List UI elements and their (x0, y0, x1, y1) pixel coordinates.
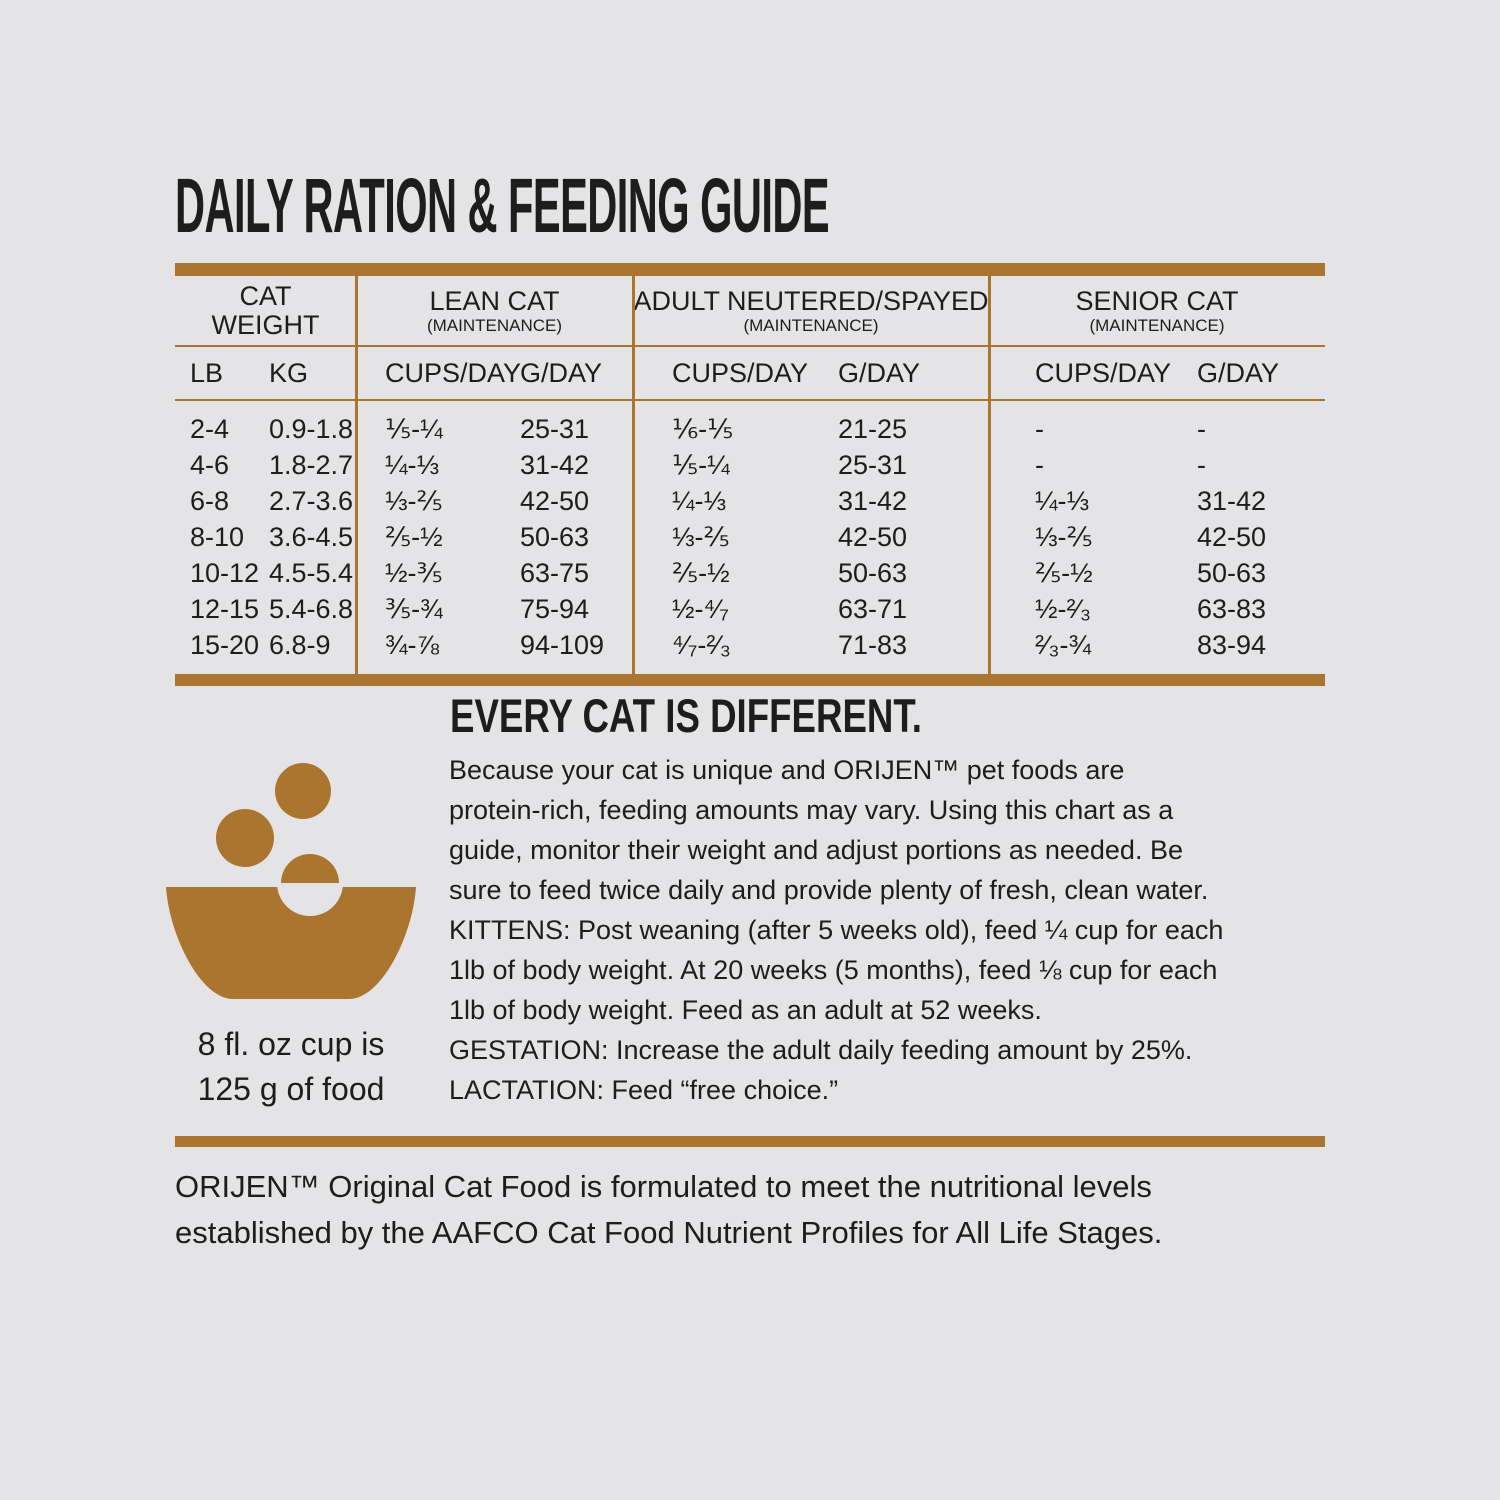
table-cell: ⅗-¾ (385, 593, 443, 624)
table-cell: 21-25 (838, 413, 908, 444)
table-cell: ¾-⅞ (385, 629, 440, 660)
table-cell: ⅕-¼ (385, 413, 443, 444)
feeding-table: CAT WEIGHT LEAN CAT (MAINTENANCE) ADULT … (175, 263, 1325, 686)
table-cell: 31-42 (520, 449, 590, 480)
table-cell: 50-63 (1197, 557, 1267, 588)
table-cell: 83-94 (1197, 629, 1267, 660)
table-cell: ½-⁴⁄₇ (672, 593, 729, 624)
group-header-adult-neutered: ADULT NEUTERED/SPAYED (MAINTENANCE) (633, 285, 989, 335)
table-cell: 0.9-1.8 (269, 413, 354, 444)
column-header-kg: KG (269, 357, 309, 388)
table-cell: 94-109 (520, 629, 605, 660)
table-cell: ⅓-⅖ (672, 521, 730, 552)
table-cell: - (1197, 413, 1206, 444)
table-column-header-row: LB KG CUPS/DAY G/DAY CUPS/DAY G/DAY CUPS… (175, 347, 1325, 401)
table-cell: 12-15 (190, 593, 260, 624)
table-divider-3 (988, 276, 991, 686)
table-row: 2-4 0.9-1.8 ⅕-¼ 25-31 ⅙-⅕ 21-25 - - (175, 411, 1325, 447)
table-cell: 63-75 (520, 557, 590, 588)
table-cell: 50-63 (838, 557, 908, 588)
table-cell: 5.4-6.8 (269, 593, 354, 624)
table-cell: - (1197, 449, 1206, 480)
table-row: 15-20 6.8-9 ¾-⅞ 94-109 ⁴⁄₇-²⁄₃ 71-83 ²⁄₃-¾ 83-9… (175, 627, 1325, 663)
column-header-lb: LB (190, 357, 224, 388)
table-cell: 42-50 (1197, 521, 1267, 552)
table-divider-2 (632, 276, 635, 686)
table-bottom-rule (175, 674, 1325, 686)
column-header-senior-cups: CUPS/DAY (1035, 357, 1172, 388)
table-cell: 50-63 (520, 521, 590, 552)
table-cell: - (1035, 449, 1044, 480)
table-row: 4-6 1.8-2.7 ¼-⅓ 31-42 ⅕-¼ 25-31 - - (175, 447, 1325, 483)
table-cell: 42-50 (520, 485, 590, 516)
info-heading: EVERY CAT IS DIFFERENT. (450, 689, 922, 742)
table-cell: 31-42 (1197, 485, 1267, 516)
table-cell: 3.6-4.5 (269, 521, 354, 552)
table-divider-1 (355, 276, 358, 686)
table-cell: 4.5-5.4 (269, 557, 354, 588)
table-cell: 25-31 (838, 449, 908, 480)
table-cell: ½-²⁄₃ (1035, 593, 1092, 624)
column-header-adult-g: G/DAY (838, 357, 921, 388)
table-cell: 71-83 (838, 629, 908, 660)
column-header-lean-cups: CUPS/DAY (385, 357, 522, 388)
table-row: 6-8 2.7-3.6 ⅓-⅖ 42-50 ¼-⅓ 31-42 ¼-⅓ 31-42 (175, 483, 1325, 519)
table-cell: ⅓-⅖ (1035, 521, 1093, 552)
cup-measure-note: 8 fl. oz cup is 125 g of food (197, 1026, 385, 1107)
table-cell: 75-94 (520, 593, 590, 624)
food-bowl-icon (166, 763, 416, 999)
group-header-lean-cat: LEAN CAT (MAINTENANCE) (426, 285, 563, 335)
table-top-rule (175, 263, 1325, 276)
table-cell: 63-83 (1197, 593, 1267, 624)
table-cell: ⅖-½ (385, 521, 443, 552)
info-body-text: Because your cat is unique and ORIJEN™ p… (449, 755, 1224, 1105)
table-cell: 6.8-9 (269, 629, 331, 660)
table-row: 8-10 3.6-4.5 ⅖-½ 50-63 ⅓-⅖ 42-50 ⅓-⅖ 42-50 (175, 519, 1325, 555)
table-cell: 31-42 (838, 485, 908, 516)
table-row: 10-12 4.5-5.4 ½-⅗ 63-75 ⅖-½ 50-63 ⅖-½ 50-63 (175, 555, 1325, 591)
table-cell: ⅕-¼ (672, 449, 730, 480)
footer-rule (175, 1136, 1325, 1147)
table-cell: 1.8-2.7 (269, 449, 354, 480)
table-cell: 25-31 (520, 413, 590, 444)
table-group-header-row: CAT WEIGHT LEAN CAT (MAINTENANCE) ADULT … (175, 276, 1325, 347)
table-cell: ⅖-½ (1035, 557, 1093, 588)
table-cell: ½-⅗ (385, 557, 443, 588)
table-cell: ⁴⁄₇-²⁄₃ (672, 629, 731, 660)
table-cell: ²⁄₃-¾ (1035, 629, 1092, 660)
table-cell: ¼-⅓ (672, 485, 727, 516)
table-cell: 2-4 (190, 413, 230, 444)
column-header-senior-g: G/DAY (1197, 357, 1280, 388)
table-row: 12-15 5.4-6.8 ⅗-¾ 75-94 ½-⁴⁄₇ 63-71 ½-²⁄₃ 63-83 (175, 591, 1325, 627)
table-cell: ¼-⅓ (385, 449, 440, 480)
table-cell: ⅖-½ (672, 557, 730, 588)
group-header-cat-weight: CAT WEIGHT (211, 280, 320, 340)
table-cell: 42-50 (838, 521, 908, 552)
group-header-senior-cat: SENIOR CAT (MAINTENANCE) (1075, 285, 1239, 335)
table-cell: - (1035, 413, 1044, 444)
table-cell: ⅙-⅕ (672, 413, 734, 444)
table-cell: 4-6 (190, 449, 230, 480)
table-cell: 6-8 (190, 485, 230, 516)
table-cell: 2.7-3.6 (269, 485, 354, 516)
table-cell: 63-71 (838, 593, 908, 624)
column-header-adult-cups: CUPS/DAY (672, 357, 809, 388)
table-cell: ⅓-⅖ (385, 485, 443, 516)
aafco-statement: ORIJEN™ Original Cat Food is formulated … (175, 1169, 1163, 1250)
table-cell: 10-12 (190, 557, 260, 588)
page-title: DAILY RATION & FEEDING GUIDE (175, 163, 830, 249)
table-cell: 8-10 (190, 521, 245, 552)
table-body: 2-4 0.9-1.8 ⅕-¼ 25-31 ⅙-⅕ 21-25 - - 4-6 1.8-2.7 ¼-… (175, 401, 1325, 674)
column-header-lean-g: G/DAY (520, 357, 603, 388)
table-cell: 15-20 (190, 629, 260, 660)
table-cell: ¼-⅓ (1035, 485, 1090, 516)
